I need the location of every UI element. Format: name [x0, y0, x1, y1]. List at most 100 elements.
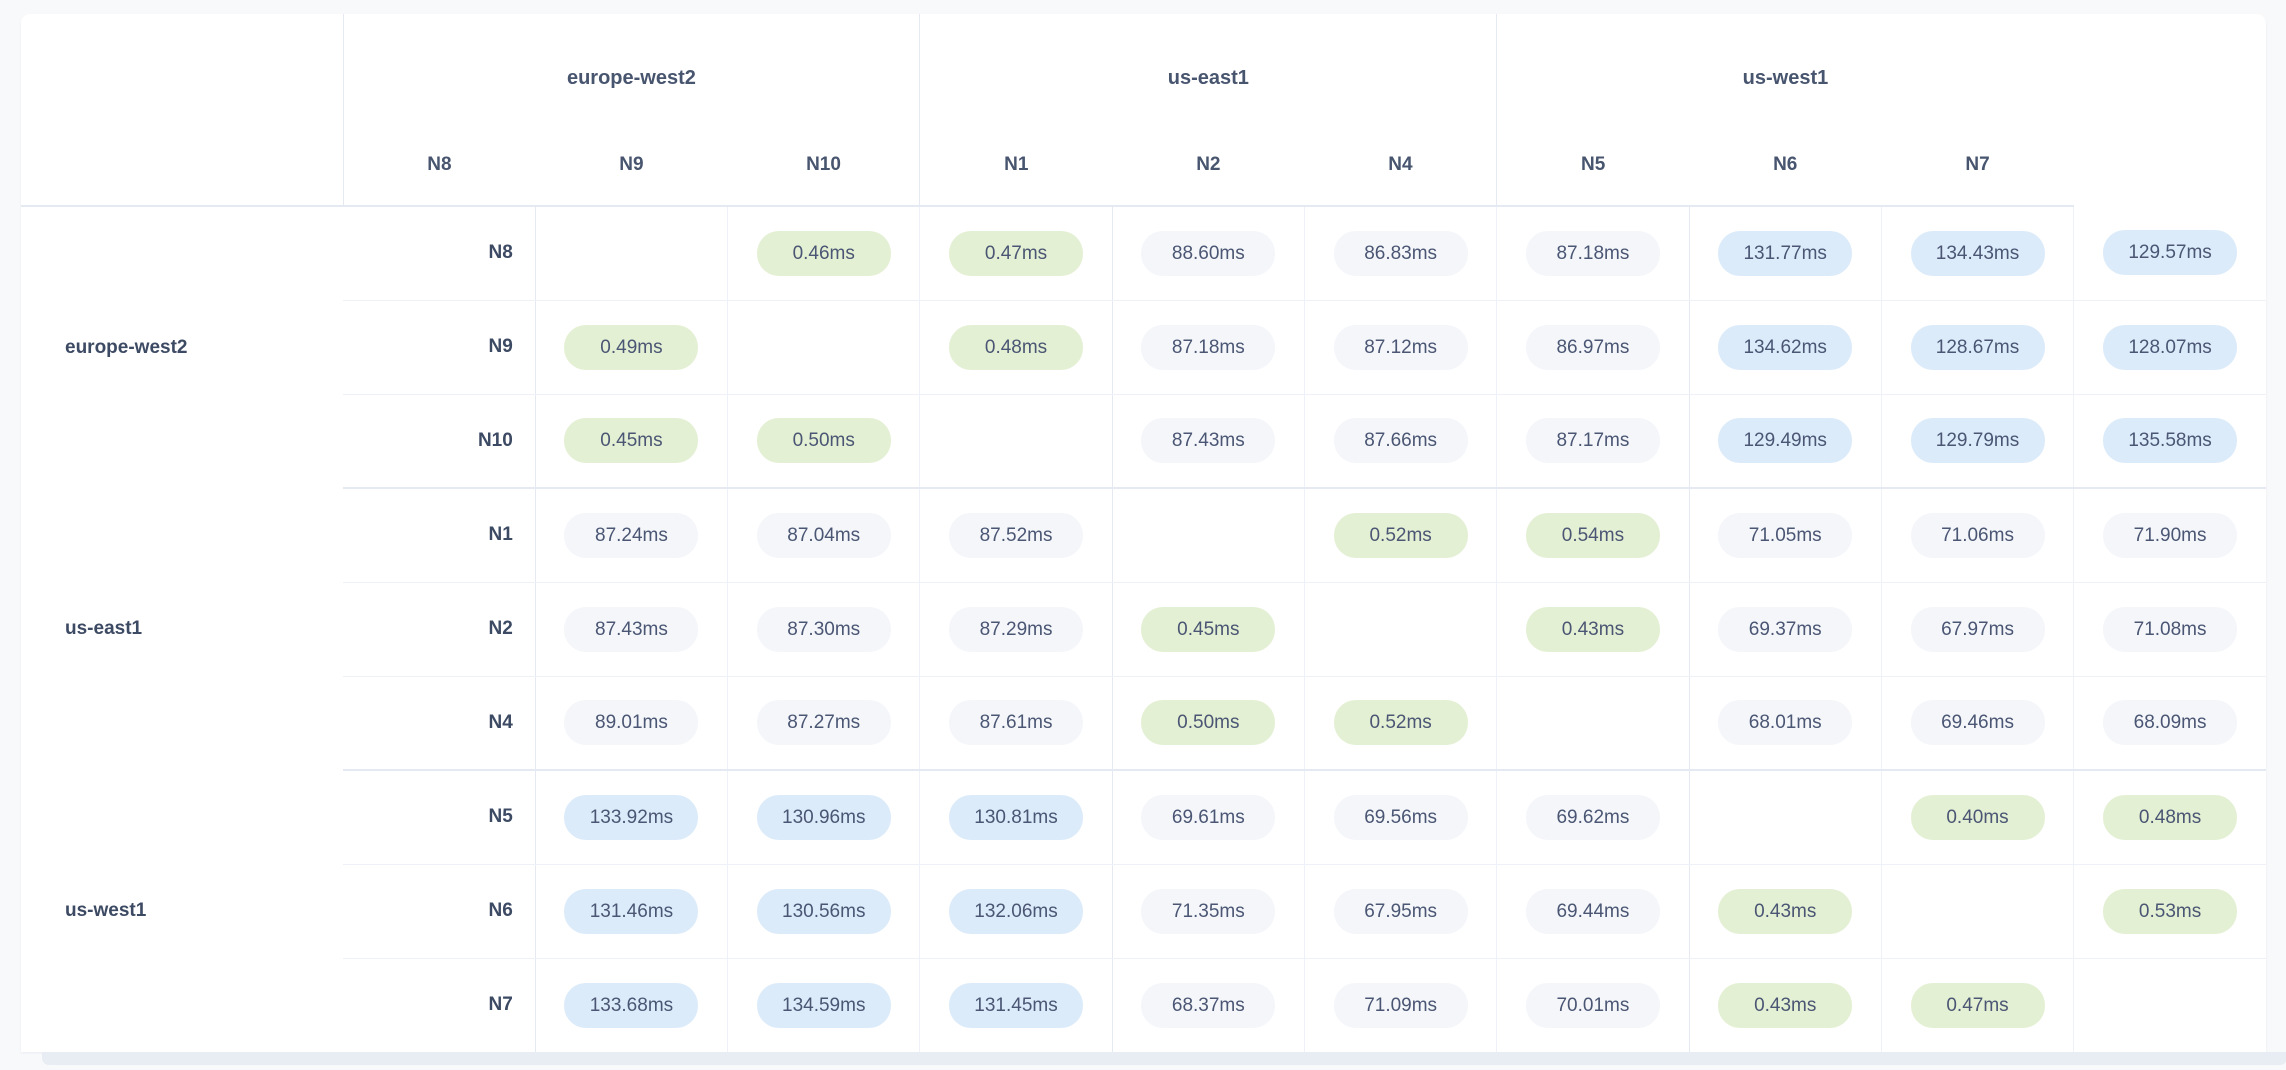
- latency-value-pill: 130.56ms: [756, 888, 891, 934]
- latency-cell-n2-n7[interactable]: 71.08ms: [2073, 582, 2266, 677]
- latency-cell-n7-n4[interactable]: 70.01ms: [1496, 958, 1690, 1052]
- latency-cell-n1-n7[interactable]: 71.90ms: [2073, 488, 2266, 583]
- row-header-n7: N7: [343, 958, 536, 1052]
- latency-cell-n2-n6[interactable]: 67.97ms: [1881, 582, 2075, 677]
- latency-cell-n7-n2[interactable]: 71.09ms: [1304, 958, 1498, 1052]
- latency-cell-n5-n1[interactable]: 69.61ms: [1112, 770, 1305, 865]
- latency-cell-n5-n2[interactable]: 69.56ms: [1304, 770, 1498, 865]
- latency-cell-n4-n8[interactable]: 89.01ms: [535, 676, 729, 771]
- latency-cell-n5-n4[interactable]: 69.62ms: [1496, 770, 1690, 865]
- latency-cell-n7-n5[interactable]: 0.43ms: [1689, 958, 1882, 1052]
- latency-cell-n5-n7[interactable]: 0.48ms: [2073, 770, 2266, 865]
- latency-cell-n6-n8[interactable]: 131.46ms: [535, 864, 729, 959]
- latency-cell-n1-n5[interactable]: 71.05ms: [1689, 488, 1882, 583]
- latency-cell-n10-n7[interactable]: 135.58ms: [2073, 394, 2266, 489]
- column-header-n1: N1: [919, 146, 1113, 207]
- latency-value-pill: 71.05ms: [1718, 512, 1853, 558]
- latency-cell-n5-n5[interactable]: [1689, 770, 1882, 865]
- latency-cell-n7-n1[interactable]: 68.37ms: [1112, 958, 1305, 1052]
- latency-cell-n10-n1[interactable]: 87.43ms: [1112, 394, 1305, 489]
- latency-cell-n9-n10[interactable]: 0.48ms: [919, 300, 1113, 395]
- latency-cell-n2-n1[interactable]: 0.45ms: [1112, 582, 1305, 677]
- latency-cell-n8-n1[interactable]: 88.60ms: [1112, 206, 1305, 301]
- latency-cell-n8-n10[interactable]: 0.47ms: [919, 206, 1113, 301]
- latency-value-pill: 68.01ms: [1718, 700, 1853, 746]
- latency-cell-n5-n10[interactable]: 130.81ms: [919, 770, 1113, 865]
- latency-cell-n8-n2[interactable]: 86.83ms: [1304, 206, 1498, 301]
- latency-cell-n9-n8[interactable]: 0.49ms: [535, 300, 729, 395]
- latency-cell-n6-n4[interactable]: 69.44ms: [1496, 864, 1690, 959]
- latency-cell-n1-n2[interactable]: 0.52ms: [1304, 488, 1498, 583]
- latency-cell-n2-n5[interactable]: 69.37ms: [1689, 582, 1882, 677]
- column-group-us-east1: us-east1: [919, 14, 1498, 146]
- latency-cell-n1-n4[interactable]: 0.54ms: [1496, 488, 1690, 583]
- latency-cell-n2-n2[interactable]: [1304, 582, 1498, 677]
- latency-cell-n6-n9[interactable]: 130.56ms: [727, 864, 921, 959]
- latency-cell-n8-n7[interactable]: 129.57ms: [2073, 206, 2266, 301]
- latency-cell-n7-n8[interactable]: 133.68ms: [535, 958, 729, 1052]
- latency-cell-n2-n10[interactable]: 87.29ms: [919, 582, 1113, 677]
- latency-cell-n2-n4[interactable]: 0.43ms: [1496, 582, 1690, 677]
- latency-cell-n4-n5[interactable]: 68.01ms: [1689, 676, 1882, 771]
- latency-cell-n1-n6[interactable]: 71.06ms: [1881, 488, 2075, 583]
- latency-cell-n8-n4[interactable]: 87.18ms: [1496, 206, 1690, 301]
- latency-cell-n9-n7[interactable]: 128.07ms: [2073, 300, 2266, 395]
- latency-cell-n6-n2[interactable]: 67.95ms: [1304, 864, 1498, 959]
- latency-cell-n8-n8[interactable]: [535, 206, 729, 301]
- latency-cell-n6-n7[interactable]: 0.53ms: [2073, 864, 2266, 959]
- latency-cell-n5-n6[interactable]: 0.40ms: [1881, 770, 2075, 865]
- latency-cell-n2-n8[interactable]: 87.43ms: [535, 582, 729, 677]
- latency-cell-n10-n10[interactable]: [919, 394, 1113, 489]
- latency-cell-n4-n6[interactable]: 69.46ms: [1881, 676, 2075, 771]
- latency-cell-n10-n6[interactable]: 129.79ms: [1881, 394, 2075, 489]
- latency-value-pill: 87.04ms: [756, 512, 891, 558]
- latency-cell-n10-n9[interactable]: 0.50ms: [727, 394, 921, 489]
- latency-cell-n9-n2[interactable]: 87.12ms: [1304, 300, 1498, 395]
- latency-cell-n7-n6[interactable]: 0.47ms: [1881, 958, 2075, 1052]
- latency-cell-n7-n10[interactable]: 131.45ms: [919, 958, 1113, 1052]
- latency-cell-n7-n9[interactable]: 134.59ms: [727, 958, 921, 1052]
- latency-cell-n9-n6[interactable]: 128.67ms: [1881, 300, 2075, 395]
- latency-value-pill: 130.81ms: [949, 794, 1084, 840]
- latency-cell-n4-n10[interactable]: 87.61ms: [919, 676, 1113, 771]
- latency-cell-n10-n2[interactable]: 87.66ms: [1304, 394, 1498, 489]
- latency-cell-n6-n10[interactable]: 132.06ms: [919, 864, 1113, 959]
- latency-cell-n4-n7[interactable]: 68.09ms: [2073, 676, 2266, 771]
- latency-cell-n1-n1[interactable]: [1112, 488, 1305, 583]
- latency-cell-n10-n5[interactable]: 129.49ms: [1689, 394, 1882, 489]
- row-header-n5: N5: [343, 770, 536, 865]
- latency-cell-n10-n8[interactable]: 0.45ms: [535, 394, 729, 489]
- latency-cell-n8-n5[interactable]: 131.77ms: [1689, 206, 1882, 301]
- latency-cell-n5-n9[interactable]: 130.96ms: [727, 770, 921, 865]
- latency-value-pill: 134.62ms: [1718, 324, 1853, 370]
- latency-cell-n1-n10[interactable]: 87.52ms: [919, 488, 1113, 583]
- latency-cell-n4-n2[interactable]: 0.52ms: [1304, 676, 1498, 771]
- latency-cell-n4-n9[interactable]: 87.27ms: [727, 676, 921, 771]
- column-header-n8: N8: [343, 146, 536, 207]
- latency-cell-n6-n1[interactable]: 71.35ms: [1112, 864, 1305, 959]
- latency-cell-n9-n5[interactable]: 134.62ms: [1689, 300, 1882, 395]
- latency-cell-n4-n1[interactable]: 0.50ms: [1112, 676, 1305, 771]
- horizontal-scrollbar[interactable]: [42, 1052, 2286, 1065]
- column-group-europe-west2: europe-west2: [343, 14, 921, 146]
- column-header-n4: N4: [1304, 146, 1498, 207]
- latency-cell-n9-n9[interactable]: [727, 300, 921, 395]
- latency-cell-n9-n4[interactable]: 86.97ms: [1496, 300, 1690, 395]
- latency-cell-n2-n9[interactable]: 87.30ms: [727, 582, 921, 677]
- latency-value-pill: 87.61ms: [949, 700, 1084, 746]
- latency-cell-n10-n4[interactable]: 87.17ms: [1496, 394, 1690, 489]
- latency-cell-n6-n6[interactable]: [1881, 864, 2075, 959]
- latency-value-pill: 67.97ms: [1910, 606, 2045, 652]
- matrix-row-n10: N10 0.45ms 0.50ms 87.43ms 87.66ms 87.17ms 129.…: [21, 394, 2266, 489]
- latency-cell-n4-n4[interactable]: [1496, 676, 1690, 771]
- latency-cell-n9-n1[interactable]: 87.18ms: [1112, 300, 1305, 395]
- latency-value-pill: 89.01ms: [564, 700, 699, 746]
- latency-cell-n1-n8[interactable]: 87.24ms: [535, 488, 729, 583]
- latency-cell-n8-n6[interactable]: 134.43ms: [1881, 206, 2075, 301]
- latency-cell-n7-n7[interactable]: [2073, 958, 2266, 1052]
- latency-cell-n8-n9[interactable]: 0.46ms: [727, 206, 921, 301]
- latency-cell-n1-n9[interactable]: 87.04ms: [727, 488, 921, 583]
- latency-cell-n6-n5[interactable]: 0.43ms: [1689, 864, 1882, 959]
- column-header-n5: N5: [1496, 146, 1690, 207]
- latency-cell-n5-n8[interactable]: 133.92ms: [535, 770, 729, 865]
